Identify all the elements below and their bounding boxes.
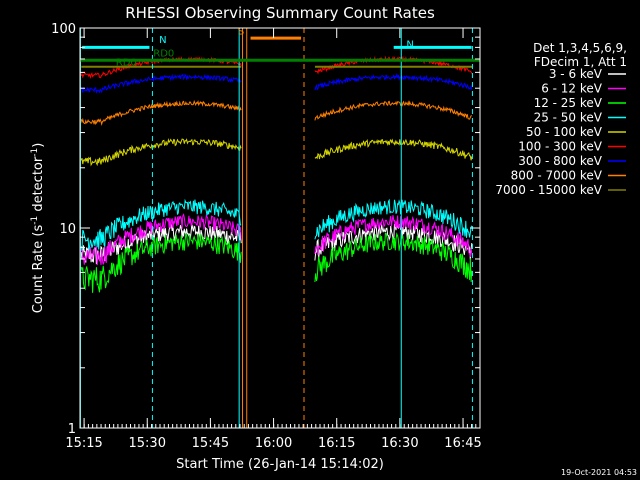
y-axis-label-sup: -1 [30,216,40,225]
y-axis-label-end: ) [31,143,46,148]
series-25-50-kev-trace [80,198,242,251]
annotation-4: N [406,39,413,50]
annotation-0: N [159,35,166,46]
series-12-25-kev-trace [80,232,242,293]
series-300-800-kev-trace [314,73,473,91]
series-12-25-kev-trace [314,232,473,283]
legend-label-12-25-kev: 12 - 25 keV [534,96,603,110]
series-50-100-kev-trace [80,138,242,167]
x-axis-label: Start Time (26-Jan-14 15:14:02) [176,457,384,472]
legend-header-line-1: Det 1,3,4,5,6,9, [533,41,627,55]
x-tick-label-1: 15:30 [129,436,166,451]
footer-timestamp: 19-Oct-2021 04:53 [561,468,637,477]
plot-area: N RD0 RD0 S N [79,26,480,428]
y-tick-label-2: 100 [51,22,76,37]
legend-label-50-100-kev: 50 - 100 keV [526,125,603,139]
legend-label-25-50-kev: 25 - 50 keV [534,111,603,125]
y-tick-label-0: 1 [68,422,76,437]
series-800-7000-kev [80,99,472,126]
axis-ticks: 1 10 100 15:15 15:30 15:45 16:00 16:15 16:30 16:4… [51,22,482,451]
legend-label-100-300-kev: 100 - 300 keV [518,140,602,154]
legend-header-line-2: FDecim 1, Att 1 [534,55,627,69]
series-50-100-kev-trace [314,138,473,161]
x-tick-label-3: 16:00 [255,436,292,451]
annotation-1: RD0 [153,49,174,60]
series-25-50-kev [80,198,473,251]
y-tick-label-1: 10 [59,222,76,237]
series-25-50-kev-trace [314,198,473,240]
x-tick-label-2: 15:45 [192,436,229,451]
legend-label-6-12-kev: 6 - 12 keV [541,82,603,96]
series-50-100-kev [80,138,473,167]
legend-label-300-800-kev: 300 - 800 keV [518,154,602,168]
y-axis-label-sup2: -1 [30,148,40,157]
legend-label-7000-15000-kev: 7000 - 15000 keV [495,183,602,197]
series-100-300-kev-trace [314,55,473,75]
annotation-2: RD0 [116,57,137,68]
y-axis-label: Count Rate (s-1 detector-1) [30,143,46,314]
series-12-25-kev [80,232,473,293]
legend: Det 1,3,4,5,6,9, FDecim 1, Att 1 3 - 6 k… [495,41,627,197]
annotation-3: S [238,26,244,37]
series-6-12-kev-trace [314,215,473,258]
x-tick-label-6: 16:45 [444,436,481,451]
x-tick-label-4: 16:15 [318,436,355,451]
legend-label-800-7000-kev: 800 - 7000 keV [511,169,603,183]
x-tick-label-5: 16:30 [381,436,418,451]
series-800-7000-kev-trace [80,99,242,126]
legend-label-3-6-kev: 3 - 6 keV [549,67,603,81]
chart-title: RHESSI Observing Summary Count Rates [125,4,435,22]
series-6-12-kev-trace [80,213,242,266]
series-800-7000-kev-trace [314,100,472,121]
y-axis-label-mid: detector [31,156,46,216]
series-6-12-kev [80,213,473,266]
series-300-800-kev [80,73,473,94]
x-tick-label-0: 15:15 [65,436,102,451]
series-300-800-kev-trace [80,73,242,94]
